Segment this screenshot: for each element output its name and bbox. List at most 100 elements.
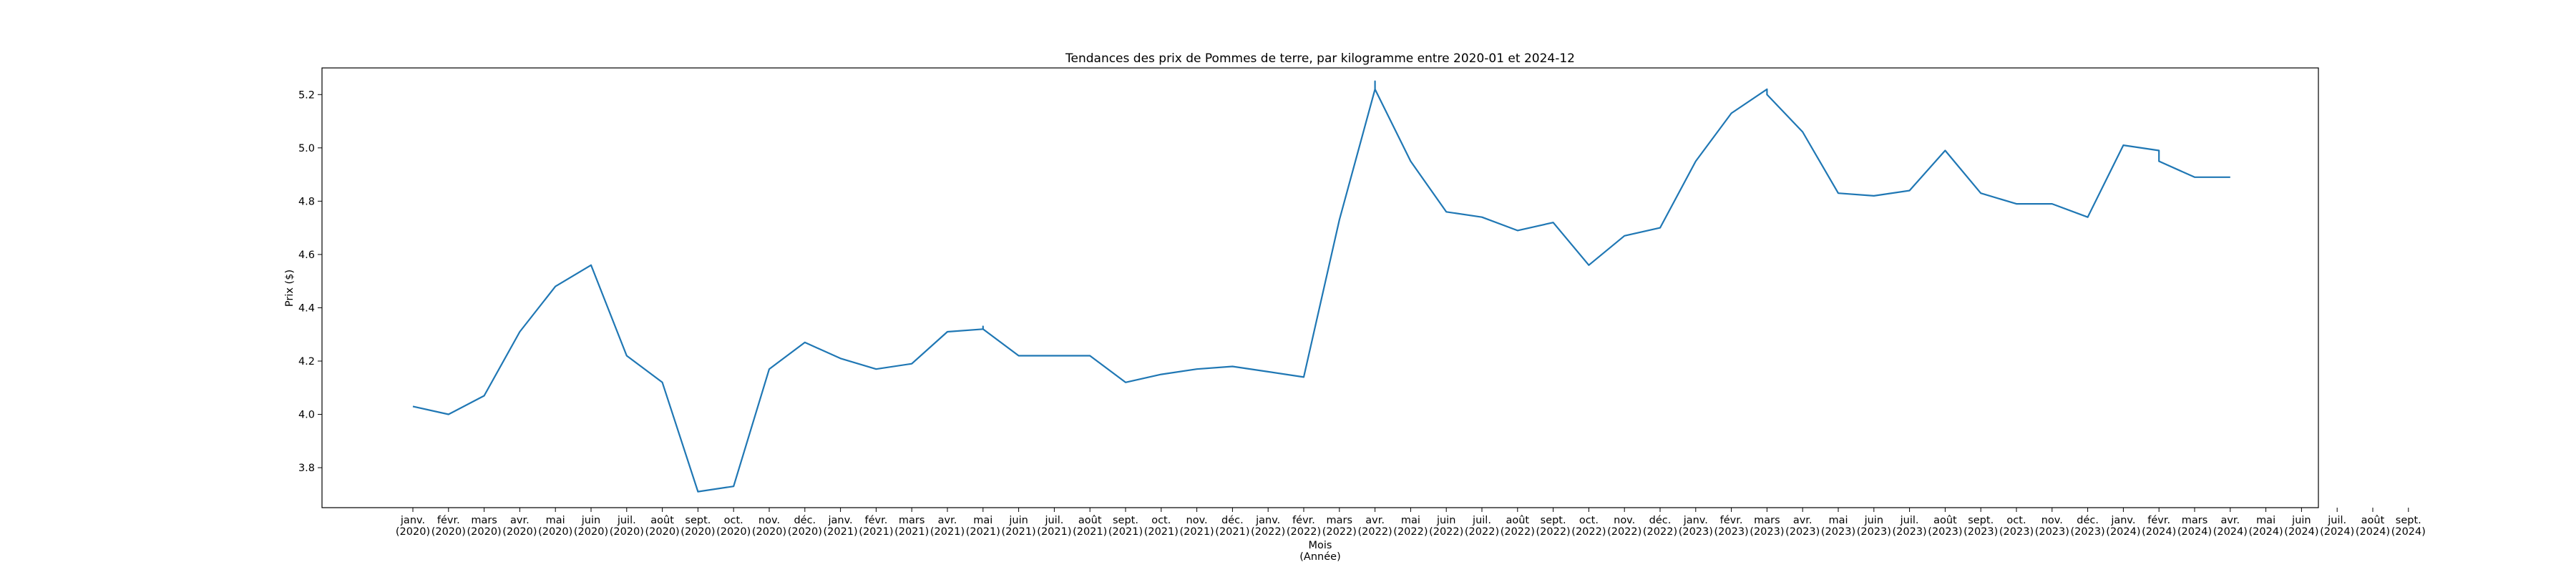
x-tick-label-month: déc. (2077, 515, 2099, 526)
x-tick-label-year: (2020) (502, 526, 537, 538)
x-tick-label-year: (2024) (2320, 526, 2354, 538)
x-tick-label-year: (2020) (680, 526, 715, 538)
y-tick-label: 4.2 (298, 356, 315, 368)
x-tick-label-month: sept. (1541, 515, 1566, 526)
x-tick-label-month: oct. (2006, 515, 2026, 526)
x-tick-label-year: (2020) (610, 526, 644, 538)
y-axis-title: Prix ($) (284, 270, 296, 307)
x-tick-label-month: juin (1008, 515, 1028, 526)
x-tick-label-year: (2023) (1679, 526, 1713, 538)
x-tick-label-year: (2023) (1857, 526, 1891, 538)
x-tick-label-month: mars (899, 515, 925, 526)
x-tick-label-month: sept. (1113, 515, 1138, 526)
x-tick-label-month: sept. (2396, 515, 2421, 526)
x-tick-label-month: août (650, 515, 674, 526)
x-tick-label-month: mai (546, 515, 565, 526)
x-tick-label-year: (2022) (1571, 526, 1606, 538)
plot-area-frame (321, 67, 2319, 508)
x-tick-label-year: (2022) (1501, 526, 1535, 538)
x-tick-label-month: mai (2256, 515, 2275, 526)
x-tick-label-year: (2020) (752, 526, 786, 538)
x-tick-label-year: (2022) (1607, 526, 1641, 538)
x-tick-label-year: (2020) (574, 526, 608, 538)
series-line (412, 80, 2230, 493)
x-tick-label-year: (2024) (2284, 526, 2318, 538)
x-tick-label-year: (2023) (1714, 526, 1748, 538)
x-tick-label-year: (2022) (1287, 526, 1321, 538)
x-tick-label-month: nov. (758, 515, 780, 526)
x-tick-label-month: févr. (437, 515, 460, 526)
x-tick-label-year: (2023) (1892, 526, 1926, 538)
x-tick-label-month: févr. (864, 515, 887, 526)
price-series (412, 80, 2230, 493)
x-axis-title: Mois (1309, 540, 1332, 551)
x-tick-label-month: févr. (1720, 515, 1743, 526)
x-tick-label-year: (2020) (645, 526, 679, 538)
x-tick-label-month: janv. (828, 515, 853, 526)
x-tick-label-year: (2024) (2248, 526, 2283, 538)
x-tick-label-year: (2024) (2142, 526, 2176, 538)
x-tick-label-year: (2022) (1536, 526, 1570, 538)
x-tick-label-year: (2023) (1999, 526, 2034, 538)
x-tick-label-year: (2023) (2035, 526, 2069, 538)
x-tick-label-year: (2020) (467, 526, 501, 538)
x-tick-label-month: juil. (617, 515, 636, 526)
x-tick-label-year: (2023) (1928, 526, 1962, 538)
x-tick-label-year: (2022) (1643, 526, 1677, 538)
x-tick-label-month: mai (1828, 515, 1848, 526)
x-tick-label-month: mars (2182, 515, 2208, 526)
y-tick-label: 4.0 (298, 410, 315, 421)
x-tick-label-month: nov. (2041, 515, 2063, 526)
x-tick-label-month: juil. (1472, 515, 1491, 526)
x-tick-label-month: juin (581, 515, 600, 526)
x-tick-label-month: nov. (1186, 515, 1208, 526)
x-tick-label-year: (2022) (1322, 526, 1357, 538)
x-tick-label-year: (2021) (966, 526, 1000, 538)
x-tick-label-month: juin (1864, 515, 1883, 526)
x-tick-label-year: (2021) (1108, 526, 1143, 538)
y-tick-label: 4.6 (298, 250, 315, 261)
x-tick-label-year: (2022) (1465, 526, 1499, 538)
x-tick-label-year: (2021) (823, 526, 857, 538)
y-tick-label: 5.0 (298, 143, 315, 154)
x-tick-label-year: (2024) (2213, 526, 2248, 538)
x-tick-label-month: mars (471, 515, 497, 526)
x-tick-label-month: avr. (1793, 515, 1813, 526)
x-tick-label-month: avr. (938, 515, 957, 526)
x-tick-label-year: (2021) (1144, 526, 1179, 538)
x-tick-label-year: (2024) (2391, 526, 2426, 538)
x-axis-title-sub: (Année) (1299, 551, 1340, 563)
x-tick-label-month: avr. (510, 515, 530, 526)
x-tick-label-year: (2021) (894, 526, 929, 538)
x-tick-label-month: juil. (1044, 515, 1063, 526)
x-tick-label-month: août (1506, 515, 1529, 526)
x-tick-label-month: juil. (1900, 515, 1919, 526)
x-tick-label-month: août (2361, 515, 2385, 526)
x-tick-label-month: août (1933, 515, 1957, 526)
y-tick-label: 5.2 (298, 89, 315, 101)
x-tick-label-year: (2020) (788, 526, 822, 538)
x-tick-label-year: (2024) (2106, 526, 2140, 538)
x-tick-label-month: déc. (1221, 515, 1244, 526)
x-tick-label-year: (2021) (1037, 526, 1071, 538)
y-tick-label: 4.4 (298, 302, 315, 314)
x-axis: janv.(2020)févr.(2020)mars(2020)avr.(202… (396, 508, 2426, 538)
x-tick-label-month: janv. (1683, 515, 1708, 526)
x-tick-label-month: déc. (1649, 515, 1672, 526)
x-tick-label-year: (2023) (1785, 526, 1820, 538)
y-tick-label: 4.8 (298, 196, 315, 207)
x-tick-label-month: juin (1436, 515, 1455, 526)
x-tick-label-month: août (1078, 515, 1102, 526)
x-tick-label-month: oct. (1151, 515, 1171, 526)
x-tick-label-year: (2023) (1750, 526, 1784, 538)
x-tick-label-month: déc. (794, 515, 816, 526)
x-tick-label-year: (2021) (1001, 526, 1035, 538)
x-tick-label-month: avr. (1365, 515, 1385, 526)
x-tick-label-month: févr. (2147, 515, 2170, 526)
x-tick-label-year: (2023) (1821, 526, 1855, 538)
x-tick-label-year: (2022) (1393, 526, 1428, 538)
x-tick-label-month: mars (1327, 515, 1353, 526)
y-tick-label: 3.8 (298, 463, 315, 474)
x-tick-label-year: (2020) (396, 526, 430, 538)
